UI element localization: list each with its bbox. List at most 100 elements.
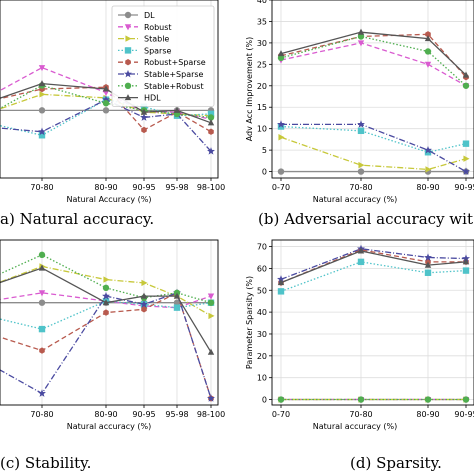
series-line-d-hdl xyxy=(280,250,467,284)
y-tick-label: 20 xyxy=(257,82,267,91)
legend-entry-label: Stable+Robust xyxy=(144,82,204,91)
point-c-dl-1 xyxy=(38,299,46,306)
series-line-b-stable-robust xyxy=(280,35,467,87)
point-c-dl-4 xyxy=(173,299,181,306)
point-d-sparse-1 xyxy=(357,258,365,266)
point-a-stable-sparse-3 xyxy=(140,113,148,121)
plot-area-d: 0-70 70-80 80-90 90-95 0 10 20 30 40 50 60 70 Natura… xyxy=(245,239,474,431)
point-b-stable-3 xyxy=(463,155,470,162)
legend-entry-label: Stable xyxy=(144,35,169,44)
y-axis-label: Adv Acc Improvement (%) xyxy=(245,37,254,142)
legend-marker-sparse xyxy=(124,47,132,54)
series-line-c-stable-sparse xyxy=(0,291,212,399)
x-tick-label: 98-100 xyxy=(197,183,225,192)
panel-a-natural-accuracy: 70-80 80-90 90-95 95-98 98-100 Natural Accura… xyxy=(0,0,225,228)
point-b-stable-0 xyxy=(278,134,285,141)
panel-b-adversarial-accuracy: 0-70 70-80 80-90 90-95 0 5 10 15 20 25 30 35 40 Natur… xyxy=(245,0,474,228)
point-c-stable-5 xyxy=(208,312,215,320)
point-a-stable-robust-5 xyxy=(207,114,215,121)
series-group-c xyxy=(0,251,215,402)
x-axis-label: Natural accuracy (%) xyxy=(313,195,398,204)
point-d-stable-robust-0 xyxy=(277,396,285,403)
panel-caption: (c) Stability. xyxy=(0,454,91,472)
point-a-sparse-1 xyxy=(38,132,46,139)
axes-frame-a xyxy=(0,0,219,179)
series-line-c-stable-robust xyxy=(0,254,212,304)
point-d-sparse-2 xyxy=(424,269,432,276)
legend-entry-label: HDL xyxy=(144,94,161,103)
y-tick-label: 20 xyxy=(257,352,267,361)
point-c-robust-sparse-2 xyxy=(103,309,109,316)
legend-entry-label: Sparse xyxy=(144,46,172,55)
point-b-hdl-2 xyxy=(424,35,432,42)
point-b-dl-1 xyxy=(357,168,365,175)
point-b-stable-robust-0 xyxy=(277,54,285,62)
y-tick-label: 30 xyxy=(257,330,267,339)
panel-c-stability: 70-80 80-90 90-95 95-98 98-100 Natural accura… xyxy=(0,239,225,472)
point-a-dl-1 xyxy=(38,107,46,114)
legend-entry-label: Stable+Sparse xyxy=(144,70,204,79)
point-a-hdl-1 xyxy=(38,80,46,87)
panel-caption: (b) Adversarial accuracy wit xyxy=(258,210,473,228)
point-b-stable-2 xyxy=(425,166,432,173)
y-tick-label: 40 xyxy=(257,308,267,317)
series-group-a xyxy=(0,65,215,155)
point-b-stable-sparse-1 xyxy=(357,120,365,128)
point-b-stable-robust-1 xyxy=(357,33,365,40)
series-line-a-stable-robust xyxy=(0,84,212,119)
x-tick-label: 70-80 xyxy=(349,410,372,419)
x-axis-label: Natural accuracy (%) xyxy=(67,422,152,431)
x-axis-label: Natural Accuracy (%) xyxy=(67,195,152,204)
legend-marker-robust xyxy=(124,24,132,31)
gridlines-c xyxy=(41,240,212,405)
series-line-b-robust xyxy=(280,42,467,87)
point-b-robust-sparse-2 xyxy=(425,31,431,38)
series-line-b-sparse xyxy=(280,125,467,153)
point-c-hdl-2 xyxy=(102,299,110,306)
point-b-sparse-0 xyxy=(277,123,285,130)
point-b-robust-1 xyxy=(357,40,365,47)
series-line-d-sparse xyxy=(280,261,467,292)
point-c-robust-sparse-1 xyxy=(39,347,45,354)
axes-frame-d xyxy=(271,239,474,406)
point-d-hdl-1 xyxy=(357,247,365,254)
legend-marker-stable-robust xyxy=(124,82,132,90)
axes-frame-c xyxy=(0,239,219,406)
point-d-hdl-0 xyxy=(277,279,285,286)
point-c-robust-1 xyxy=(38,290,46,297)
point-d-stable-robust-1 xyxy=(357,396,365,403)
series-line-c-hdl xyxy=(0,267,212,353)
y-tick-label: 10 xyxy=(257,374,267,383)
x-tick-label: 70-80 xyxy=(30,410,53,419)
y-tick-label: 0 xyxy=(262,168,267,177)
point-d-stable-robust-3 xyxy=(462,396,470,403)
legend-marker-dl xyxy=(124,11,132,19)
point-a-stable-sparse-1 xyxy=(38,127,46,136)
point-c-robust-sparse-3 xyxy=(141,306,147,313)
x-tick-label: 95-98 xyxy=(165,183,188,192)
point-a-sparse-5 xyxy=(207,110,215,118)
point-a-hdl-3 xyxy=(140,108,148,115)
series-line-a-stable-sparse xyxy=(0,98,212,152)
point-d-stable-sparse-0 xyxy=(277,275,285,283)
point-b-robust-2 xyxy=(424,61,432,68)
gridlines-b xyxy=(272,0,474,178)
point-a-hdl-4 xyxy=(173,106,181,113)
point-b-hdl-3 xyxy=(462,71,470,78)
point-a-robust-sparse-5 xyxy=(208,128,214,135)
plot-area-b: 0-70 70-80 80-90 90-95 0 5 10 15 20 25 30 35 40 Natur… xyxy=(245,0,474,204)
y-tick-label: 10 xyxy=(257,125,267,134)
series-group-b xyxy=(277,28,470,175)
axes-frame-b xyxy=(271,0,474,179)
point-c-stable-3 xyxy=(141,279,148,287)
point-c-stable-robust-1 xyxy=(38,251,46,259)
series-line-b-stable xyxy=(280,136,467,171)
point-b-sparse-1 xyxy=(357,127,365,135)
point-a-stable-sparse-2 xyxy=(102,95,110,104)
x-tick-label: 80-90 xyxy=(94,410,117,419)
point-c-stable-sparse-5 xyxy=(207,394,215,402)
series-line-c-stable xyxy=(0,265,212,317)
legend-marker-stable xyxy=(125,35,132,42)
point-c-hdl-1 xyxy=(38,264,46,271)
